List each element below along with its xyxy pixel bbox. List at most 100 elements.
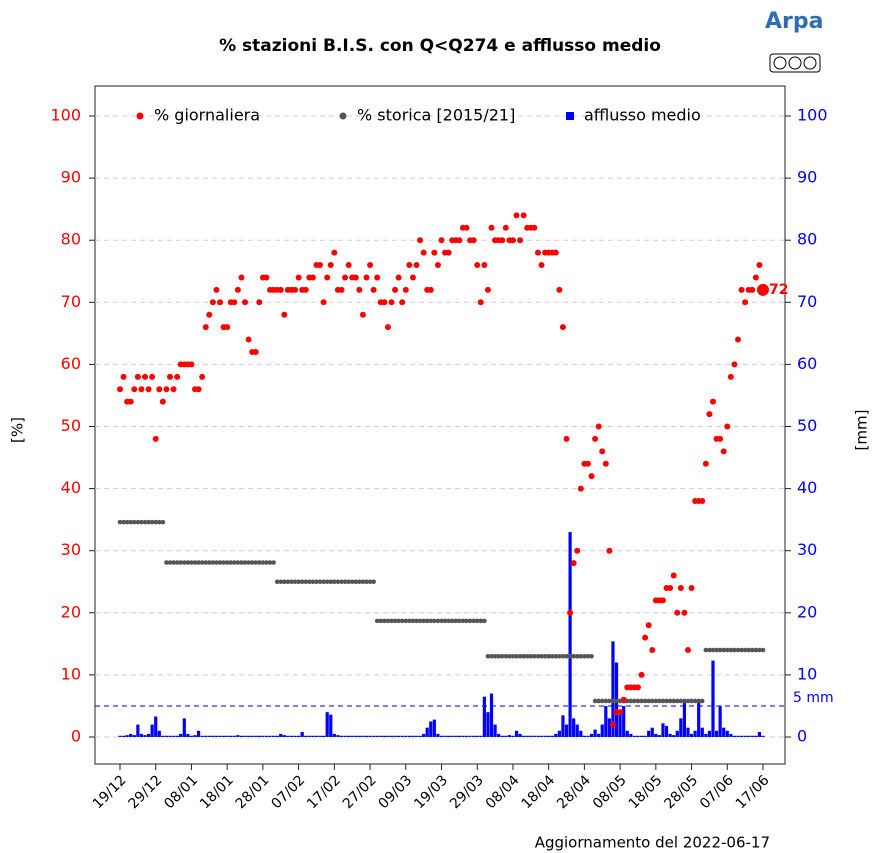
point bbox=[532, 653, 537, 659]
point bbox=[156, 386, 163, 393]
bar bbox=[511, 735, 515, 737]
point bbox=[756, 262, 763, 269]
point bbox=[224, 324, 231, 331]
point bbox=[635, 698, 641, 704]
point bbox=[717, 435, 724, 442]
point bbox=[363, 274, 370, 281]
point bbox=[571, 653, 576, 659]
point bbox=[578, 653, 584, 659]
legend-label: % storica [2015/21] bbox=[357, 106, 515, 125]
point bbox=[142, 519, 148, 525]
point bbox=[542, 653, 548, 659]
point bbox=[488, 224, 495, 231]
point bbox=[599, 448, 606, 455]
bar bbox=[393, 735, 397, 737]
bar bbox=[736, 735, 740, 737]
point bbox=[557, 653, 562, 659]
point bbox=[370, 286, 377, 293]
bar bbox=[211, 735, 215, 737]
point bbox=[117, 519, 123, 525]
bar bbox=[207, 735, 211, 737]
bar bbox=[557, 730, 561, 737]
point bbox=[421, 618, 426, 624]
point bbox=[502, 224, 509, 231]
point bbox=[124, 519, 130, 525]
bar bbox=[411, 735, 415, 737]
bar bbox=[397, 735, 401, 737]
bar bbox=[668, 733, 672, 737]
bar bbox=[550, 735, 554, 737]
point bbox=[682, 698, 687, 704]
point bbox=[420, 249, 427, 256]
point bbox=[331, 249, 338, 256]
bar bbox=[482, 696, 486, 737]
bar bbox=[439, 735, 444, 737]
bar bbox=[239, 735, 244, 737]
point bbox=[442, 618, 448, 624]
bar bbox=[282, 735, 286, 737]
point bbox=[560, 653, 566, 659]
bar bbox=[179, 733, 183, 737]
point bbox=[235, 560, 241, 565]
bar bbox=[757, 732, 762, 737]
point bbox=[732, 647, 737, 653]
y2-tick-label: 0 bbox=[797, 727, 807, 746]
point bbox=[282, 579, 287, 585]
point bbox=[696, 698, 701, 704]
point bbox=[642, 634, 649, 641]
point bbox=[278, 579, 284, 585]
point bbox=[739, 647, 744, 653]
point bbox=[395, 274, 402, 281]
point bbox=[127, 398, 134, 405]
point bbox=[699, 698, 705, 704]
bar bbox=[247, 735, 251, 737]
bar bbox=[382, 735, 386, 737]
point bbox=[409, 274, 416, 281]
bar bbox=[564, 724, 569, 737]
bar bbox=[375, 735, 379, 737]
bar bbox=[597, 733, 601, 737]
point bbox=[574, 653, 580, 659]
bar bbox=[579, 730, 583, 737]
bar bbox=[507, 735, 511, 737]
badge-icon bbox=[773, 56, 787, 70]
point bbox=[167, 560, 173, 565]
point bbox=[257, 560, 262, 565]
point bbox=[232, 560, 237, 565]
point bbox=[214, 560, 219, 565]
point bbox=[131, 386, 138, 393]
y2-tick-label: 60 bbox=[797, 354, 817, 373]
point bbox=[592, 698, 598, 704]
point bbox=[345, 262, 352, 269]
bar bbox=[418, 735, 422, 737]
point bbox=[728, 647, 734, 653]
bar bbox=[664, 725, 669, 737]
point bbox=[735, 647, 741, 653]
point bbox=[602, 460, 609, 467]
point bbox=[346, 579, 351, 585]
point bbox=[207, 560, 212, 565]
point bbox=[435, 618, 441, 624]
point bbox=[667, 698, 673, 704]
bar bbox=[643, 735, 647, 737]
bar bbox=[118, 735, 122, 737]
bar bbox=[739, 735, 744, 737]
point bbox=[589, 653, 594, 659]
point bbox=[617, 709, 624, 716]
point bbox=[517, 237, 524, 244]
bar bbox=[600, 724, 604, 737]
point bbox=[410, 618, 416, 624]
bar bbox=[200, 735, 204, 737]
bar bbox=[389, 735, 394, 737]
point bbox=[146, 519, 151, 525]
point bbox=[320, 299, 327, 306]
bar bbox=[661, 723, 665, 737]
point bbox=[174, 560, 180, 565]
point bbox=[570, 560, 577, 567]
point bbox=[460, 618, 466, 624]
point bbox=[307, 579, 312, 585]
bar bbox=[136, 724, 140, 737]
point bbox=[632, 698, 637, 704]
point bbox=[477, 299, 484, 306]
bar bbox=[293, 735, 297, 737]
